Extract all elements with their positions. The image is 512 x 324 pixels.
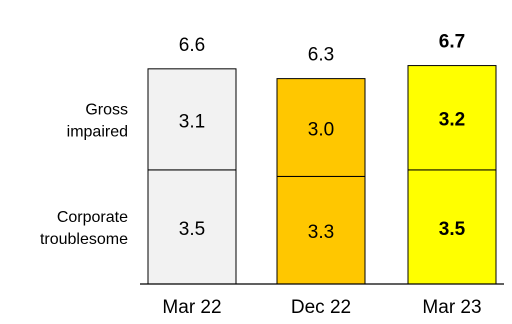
x-tick-label: Dec 22 [291,297,351,318]
series-label: Gross [85,101,128,118]
total-value-label: 6.6 [179,35,205,56]
segment-value-label: 3.2 [439,110,465,131]
bar-segment-gross-impaired-2 [276,78,366,177]
bars-group [147,65,497,285]
bar-segment-gross-impaired-3 [407,65,497,171]
segment-value-label: 3.5 [179,219,205,240]
bar-segment-gross-impaired-1 [147,68,237,171]
bar-segment-corporate-troublesome-1 [147,169,237,285]
series-label: Corporate [57,209,128,226]
x-tick-label: Mar 22 [162,297,221,318]
segment-value-label: 3.1 [179,111,205,132]
total-value-label: 6.7 [439,32,465,53]
bar-segment-corporate-troublesome-3 [407,169,497,285]
segment-value-label: 3.3 [308,222,334,243]
series-label: troublesome [40,231,128,248]
segment-value-label: 3.5 [439,219,466,240]
series-label: impaired [67,123,128,140]
labels-group: 3.5 3.1 6.6 Mar 22 3.3 3.0 6.3 Dec 22 3.5 3.2 6.7 M… [40,32,482,318]
total-value-label: 6.3 [308,45,334,66]
segment-value-label: 3.0 [308,120,334,141]
x-tick-label: Mar 23 [422,297,481,318]
